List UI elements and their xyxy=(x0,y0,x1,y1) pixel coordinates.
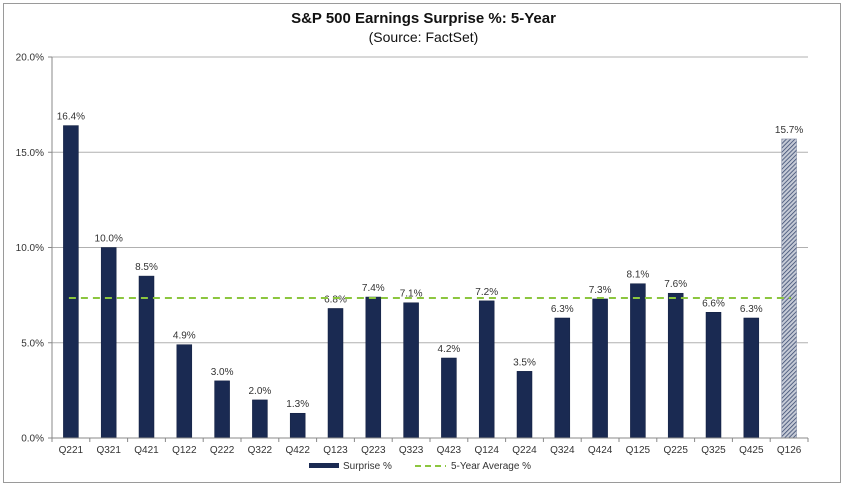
legend-label-average: 5-Year Average % xyxy=(451,461,531,472)
data-label: 4.2% xyxy=(438,344,461,355)
data-label: 7.6% xyxy=(664,279,687,290)
bar xyxy=(100,247,117,439)
gridlines xyxy=(52,56,808,344)
bar xyxy=(592,298,608,439)
data-label: 3.0% xyxy=(211,367,234,378)
bar xyxy=(630,283,646,439)
legend-label-surprise: Surprise % xyxy=(343,461,392,472)
x-axis: Q221 Q321 Q421 Q122 Q222 Q322 Q422 Q123 Q223 Q323… xyxy=(51,437,809,456)
data-label: 8.5% xyxy=(135,262,158,273)
x-tick-label: Q224 xyxy=(512,445,537,456)
data-label: 6.3% xyxy=(551,304,574,315)
bars: 16.4% 10.0% 8.5% 4.9% 3.0% 2.0% 1.3% 6.8% 7.4% 7.… xyxy=(57,112,803,439)
data-label: 2.0% xyxy=(249,386,272,397)
bar xyxy=(705,312,722,439)
y-tick-label: 5.0% xyxy=(21,338,44,349)
bar xyxy=(403,302,419,439)
bar xyxy=(327,308,344,439)
y-tick-label: 0.0% xyxy=(21,434,44,445)
bar xyxy=(554,317,571,439)
x-tick-label: Q322 xyxy=(248,445,273,456)
x-tick-label: Q423 xyxy=(437,445,462,456)
legend-swatch-surprise xyxy=(309,463,339,468)
bar xyxy=(743,317,760,439)
bar xyxy=(138,275,155,439)
x-tick-label: Q421 xyxy=(134,445,159,456)
x-tick-label: Q222 xyxy=(210,445,235,456)
x-tick-label: Q122 xyxy=(172,445,197,456)
bar xyxy=(176,344,193,439)
data-label: 1.3% xyxy=(286,399,309,410)
chart-subtitle: (Source: FactSet) xyxy=(368,29,479,45)
bar xyxy=(289,412,306,439)
data-label: 7.4% xyxy=(362,283,385,294)
y-tick-label: 20.0% xyxy=(16,53,44,64)
x-tick-label: Q325 xyxy=(701,445,726,456)
x-tick-label: Q425 xyxy=(739,445,764,456)
bar xyxy=(365,296,382,439)
data-label: 3.5% xyxy=(513,357,536,368)
x-tick-label: Q225 xyxy=(663,445,688,456)
bar xyxy=(214,380,230,439)
data-label: 16.4% xyxy=(57,112,85,123)
bar xyxy=(441,357,457,439)
data-label: 7.1% xyxy=(400,289,423,300)
x-tick-label: Q223 xyxy=(361,445,386,456)
x-tick-label: Q323 xyxy=(399,445,424,456)
data-label: 10.0% xyxy=(95,234,123,245)
data-label: 7.3% xyxy=(589,285,612,296)
bar xyxy=(63,125,79,439)
bar xyxy=(781,138,797,439)
data-label: 8.1% xyxy=(627,270,650,281)
x-tick-label: Q125 xyxy=(626,445,651,456)
bar xyxy=(252,399,268,439)
data-label: 15.7% xyxy=(775,125,803,136)
data-label: 6.3% xyxy=(740,304,763,315)
y-tick-label: 10.0% xyxy=(16,243,44,254)
bar xyxy=(478,300,495,439)
x-tick-label: Q123 xyxy=(323,445,348,456)
y-axis: 0.0% 5.0% 10.0% 15.0% 20.0% xyxy=(16,53,53,445)
x-tick-label: Q324 xyxy=(550,445,575,456)
chart-title: S&P 500 Earnings Surprise %: 5-Year xyxy=(291,10,556,27)
data-label: 6.6% xyxy=(702,298,725,309)
x-tick-label: Q124 xyxy=(474,445,499,456)
legend: Surprise % 5-Year Average % xyxy=(309,461,531,472)
data-label: 4.9% xyxy=(173,331,196,342)
data-label: 7.2% xyxy=(475,287,498,298)
bar xyxy=(667,292,684,439)
y-tick-label: 15.0% xyxy=(16,148,44,159)
x-tick-label: Q424 xyxy=(588,445,613,456)
x-tick-label: Q126 xyxy=(777,445,802,456)
x-tick-label: Q221 xyxy=(59,445,84,456)
bar xyxy=(516,371,533,439)
data-label: 6.8% xyxy=(324,294,347,305)
x-tick-label: Q321 xyxy=(96,445,121,456)
x-tick-label: Q422 xyxy=(285,445,310,456)
